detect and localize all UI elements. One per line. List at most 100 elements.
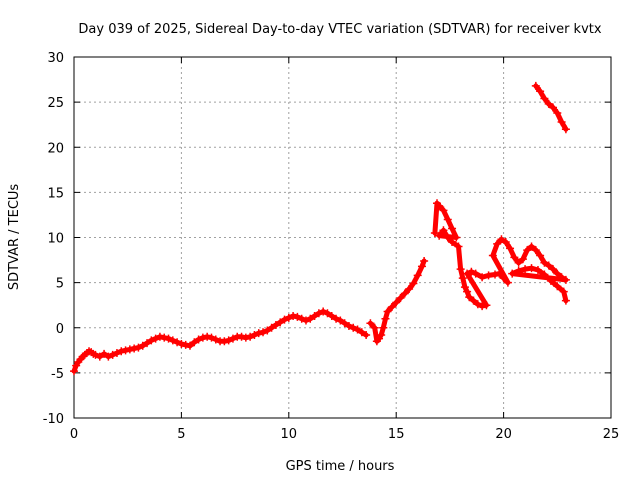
data-point <box>306 314 315 323</box>
data-point <box>471 269 480 278</box>
data-point <box>155 332 164 341</box>
series-segment-4 <box>531 81 570 134</box>
data-point <box>482 301 491 310</box>
data-point <box>241 333 250 342</box>
data-point <box>160 333 169 342</box>
data-point <box>301 316 310 325</box>
data-point <box>357 328 366 337</box>
data-point <box>549 265 558 274</box>
data-point <box>246 332 255 341</box>
data-point <box>417 262 426 271</box>
data-point <box>503 278 512 287</box>
data-point <box>259 328 268 337</box>
y-tick-label: 10 <box>47 232 64 247</box>
data-point <box>557 273 566 282</box>
data-point <box>168 336 177 345</box>
series-segment-3 <box>430 199 570 311</box>
data-point <box>228 334 237 343</box>
data-point <box>549 103 558 112</box>
data-point <box>220 337 229 346</box>
data-point <box>413 271 422 280</box>
data-point <box>491 270 500 279</box>
data-point <box>484 271 493 280</box>
data-point <box>181 340 190 349</box>
data-point <box>495 269 504 278</box>
data-point <box>448 238 457 247</box>
data-point <box>443 215 452 224</box>
data-point <box>381 314 390 323</box>
data-point <box>510 253 519 262</box>
data-point <box>362 330 371 339</box>
data-point <box>506 244 515 253</box>
data-point <box>467 267 476 276</box>
data-point <box>456 265 465 274</box>
data-point <box>536 251 545 260</box>
data-point <box>553 269 562 278</box>
data-point <box>439 206 448 215</box>
data-point <box>561 125 570 134</box>
chart-title: Day 039 of 2025, Sidereal Day-to-day VTE… <box>78 22 601 37</box>
data-point <box>392 298 401 307</box>
data-point <box>177 339 186 348</box>
data-point <box>366 319 375 328</box>
data-point <box>198 333 207 342</box>
data-point <box>553 108 562 117</box>
x-tick-label: 25 <box>603 427 620 442</box>
data-point <box>336 316 345 325</box>
data-point <box>185 341 194 350</box>
data-point <box>478 273 487 282</box>
y-axis-label: SDTVAR / TECUs <box>7 184 22 291</box>
data-point <box>465 293 474 302</box>
data-point <box>224 336 233 345</box>
data-point <box>379 323 388 332</box>
data-point <box>536 87 545 96</box>
data-point <box>190 338 199 347</box>
data-point <box>540 94 549 103</box>
data-point <box>531 81 540 90</box>
data-point <box>518 255 527 264</box>
data-point <box>370 323 379 332</box>
data-point <box>151 334 160 343</box>
y-tick-label: 25 <box>47 96 64 111</box>
data-point <box>409 279 418 288</box>
data-point <box>323 309 332 318</box>
data-point <box>194 335 203 344</box>
series-main <box>70 307 371 376</box>
y-tick-label: -10 <box>43 412 64 427</box>
data-point <box>540 258 549 267</box>
axis-ticks: 0 5 10 15 20 25 -10 -5 0 5 10 15 20 25 30 <box>43 51 620 442</box>
data-point <box>112 349 121 358</box>
y-tick-label: -5 <box>51 367 64 382</box>
data-point <box>488 251 497 260</box>
data-point <box>523 246 532 255</box>
data-point <box>203 332 212 341</box>
data-point <box>70 367 78 376</box>
data-point <box>452 233 461 242</box>
data-point <box>95 352 104 361</box>
data-point <box>263 326 272 335</box>
x-tick-label: 15 <box>388 427 405 442</box>
data-point <box>458 274 467 283</box>
data-point <box>527 264 536 273</box>
data-point <box>533 265 542 274</box>
y-tick-label: 0 <box>56 322 64 337</box>
data-point <box>237 332 246 341</box>
y-tick-label: 5 <box>56 277 64 292</box>
x-tick-label: 10 <box>281 427 298 442</box>
data-point <box>91 350 100 359</box>
data-point <box>521 265 530 274</box>
data-point <box>280 315 289 324</box>
data-point <box>353 325 362 334</box>
data-point <box>531 246 540 255</box>
data-point <box>435 201 444 210</box>
data-point <box>147 336 156 345</box>
data-point <box>297 314 306 323</box>
y-tick-label: 20 <box>47 141 64 156</box>
data-point <box>473 300 482 309</box>
data-point <box>448 224 457 233</box>
data-points <box>70 81 570 376</box>
data-point <box>284 313 293 322</box>
data-point <box>544 261 553 270</box>
data-point <box>493 239 502 248</box>
